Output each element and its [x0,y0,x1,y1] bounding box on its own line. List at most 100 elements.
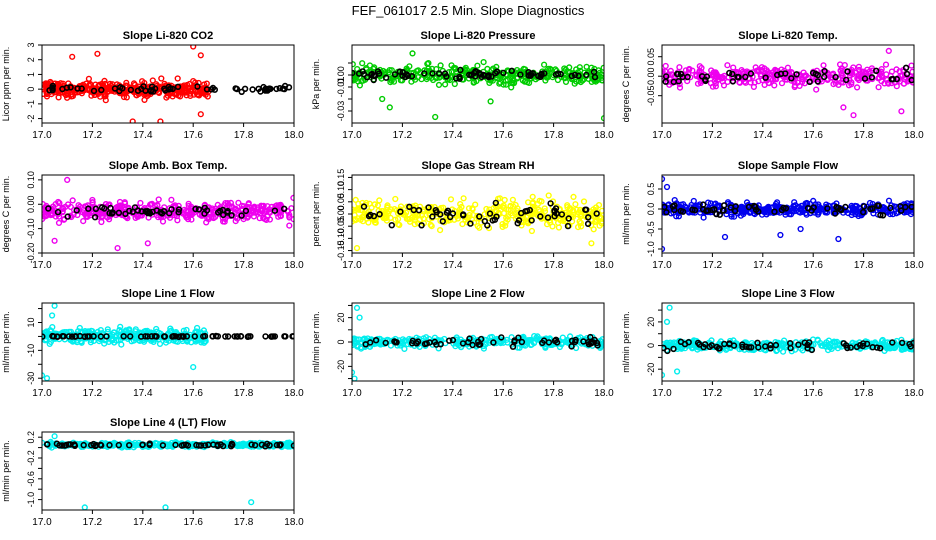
data-point [500,210,508,217]
data-point [383,217,391,224]
x-tick-label: 18.0 [284,130,304,141]
data-point [712,73,720,80]
data-point [168,196,175,203]
data-point [219,442,227,450]
data-point [907,343,914,350]
data-point [120,333,127,340]
data-point [95,210,102,217]
points [662,175,914,253]
data-point [359,60,366,67]
data-point [60,216,68,223]
data-point [839,72,846,80]
data-point [761,343,769,350]
data-point [195,79,202,87]
data-point [750,202,758,210]
data-point [580,198,588,205]
data-point [492,69,499,77]
x-tick-label: 17.0 [652,388,672,399]
plot-frame [41,302,295,382]
data-point [115,441,123,449]
y-tick-label: -0.05 [646,85,656,106]
data-point [209,333,216,340]
data-point [399,68,406,76]
y-tick-label: -0.20 [26,243,36,264]
data-point [51,237,58,244]
plot-frame [41,174,295,254]
data-point [509,343,517,350]
data-point [352,61,356,68]
data-point [187,90,194,97]
data-point [771,82,778,89]
data-point [185,216,192,223]
data-point [564,222,572,230]
y-tick-label: 0 [26,87,36,92]
data-point [238,202,246,210]
y-axis-label: degrees C per min. [1,176,11,253]
data-point [840,104,847,111]
data-point [126,333,134,340]
data-point [577,219,585,227]
data-point [531,209,539,216]
data-point [522,208,529,215]
data-point [415,207,423,214]
data-point [52,201,59,208]
data-point [712,83,720,90]
data-point [529,70,536,77]
data-point [55,219,63,227]
panel-2: Slope Li-820 Temp. degrees C per min. 17.0… [621,30,924,141]
data-point [442,81,449,88]
data-point [590,68,598,76]
data-point [228,203,236,210]
data-point [42,90,47,97]
data-point [501,196,508,204]
data-point [47,338,55,346]
data-point [467,220,474,227]
x-tick-label: 18.0 [284,517,304,528]
data-point [547,219,554,226]
data-point [845,82,853,89]
x-tick-label: 17.8 [544,260,564,271]
data-point [514,220,521,227]
data-point [545,192,552,199]
data-point [233,206,240,213]
data-point [432,113,439,121]
data-point [528,217,535,224]
data-point [898,346,905,353]
data-point [201,202,208,209]
data-point [814,78,821,85]
data-point [873,344,881,351]
y-tick-label: -1.0 [26,492,36,508]
x-tick-label: 17.0 [32,260,52,271]
y-tick-label: 0.05 [646,48,656,66]
data-point [428,223,435,230]
data-point [452,343,459,350]
data-point [160,208,168,215]
data-point [256,215,263,222]
data-point [777,231,784,239]
data-point [84,333,91,340]
data-point [45,205,52,212]
panel-title: Slope Amb. Box Temp. [109,160,228,172]
data-point [499,204,506,211]
data-point [386,104,393,111]
y-tick-label: 3 [26,42,36,47]
x-tick-label: 17.8 [234,260,254,271]
data-point [903,70,911,78]
data-point [249,86,256,93]
plot-frame [661,174,915,254]
data-point [486,210,494,217]
data-point [833,203,840,211]
data-point [242,207,250,215]
data-point [755,208,762,215]
data-point [679,73,686,81]
data-point [248,499,255,506]
data-point [813,86,820,93]
data-point [673,213,680,220]
data-point [838,79,845,86]
data-point [842,76,850,84]
x-tick-label: 18.0 [904,260,924,271]
data-point [194,83,201,90]
data-point [534,200,542,207]
panel-title: Slope Li-820 Pressure [421,30,536,42]
data-point [538,70,545,78]
